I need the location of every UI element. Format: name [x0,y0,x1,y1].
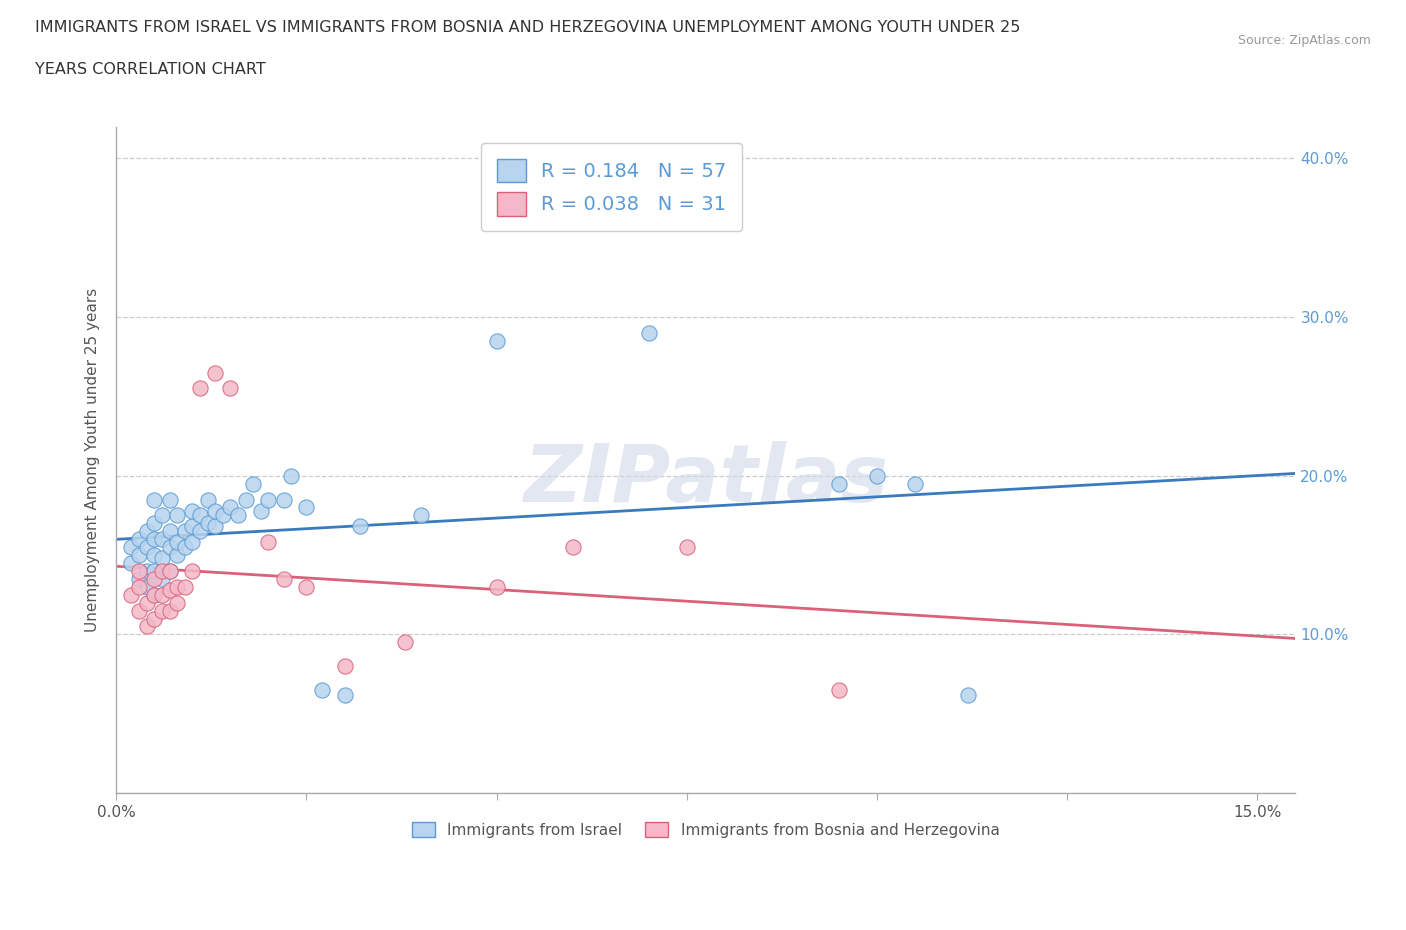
Point [828,476,851,491]
Point [143,492,166,507]
Point [159,524,181,538]
Point [150,571,173,586]
Point [135,539,157,554]
Point [866,469,889,484]
Point [150,564,173,578]
Point [128,548,150,563]
Point [159,539,181,554]
Point [188,381,211,396]
Point [173,579,195,594]
Point [143,611,166,626]
Point [409,508,432,523]
Point [128,579,150,594]
Point [121,539,143,554]
Point [166,595,188,610]
Point [197,492,219,507]
Point [159,564,181,578]
Point [143,587,166,602]
Point [166,579,188,594]
Point [150,604,173,618]
Point [181,564,204,578]
Point [128,564,150,578]
Point [150,551,173,565]
Point [311,683,333,698]
Point [211,508,233,523]
Legend: Immigrants from Israel, Immigrants from Bosnia and Herzegovina: Immigrants from Israel, Immigrants from … [405,814,1007,845]
Point [219,500,242,515]
Point [150,508,173,523]
Point [188,508,211,523]
Point [135,579,157,594]
Point [143,587,166,602]
Point [188,524,211,538]
Point [135,595,157,610]
Point [204,365,226,380]
Point [181,519,204,534]
Point [128,532,150,547]
Point [143,516,166,531]
Point [219,381,242,396]
Point [159,564,181,578]
Point [394,635,416,650]
Point [135,524,157,538]
Point [166,548,188,563]
Point [204,503,226,518]
Point [135,619,157,634]
Point [904,476,927,491]
Point [150,587,173,602]
Text: ZIPatlas: ZIPatlas [523,441,889,519]
Point [159,582,181,597]
Point [333,687,356,702]
Point [485,333,508,348]
Point [143,548,166,563]
Point [128,604,150,618]
Point [280,469,302,484]
Point [143,564,166,578]
Point [173,539,195,554]
Point [637,326,659,340]
Point [295,500,318,515]
Point [235,492,257,507]
Point [159,492,181,507]
Point [159,604,181,618]
Y-axis label: Unemployment Among Youth under 25 years: Unemployment Among Youth under 25 years [86,287,100,632]
Point [250,503,273,518]
Point [242,476,264,491]
Point [226,508,249,523]
Point [173,524,195,538]
Point [257,535,280,550]
Point [135,564,157,578]
Point [561,539,583,554]
Point [150,532,173,547]
Point [143,571,166,586]
Point [143,532,166,547]
Text: Source: ZipAtlas.com: Source: ZipAtlas.com [1237,34,1371,47]
Point [166,508,188,523]
Text: IMMIGRANTS FROM ISRAEL VS IMMIGRANTS FROM BOSNIA AND HERZEGOVINA UNEMPLOYMENT AM: IMMIGRANTS FROM ISRAEL VS IMMIGRANTS FRO… [35,20,1021,35]
Point [485,579,508,594]
Point [295,579,318,594]
Point [197,516,219,531]
Text: YEARS CORRELATION CHART: YEARS CORRELATION CHART [35,62,266,77]
Point [828,683,851,698]
Point [181,503,204,518]
Point [676,539,699,554]
Point [333,658,356,673]
Point [121,587,143,602]
Point [273,571,295,586]
Point [257,492,280,507]
Point [166,535,188,550]
Point [181,535,204,550]
Point [204,519,226,534]
Point [121,555,143,570]
Point [128,571,150,586]
Point [957,687,980,702]
Point [273,492,295,507]
Point [349,519,371,534]
